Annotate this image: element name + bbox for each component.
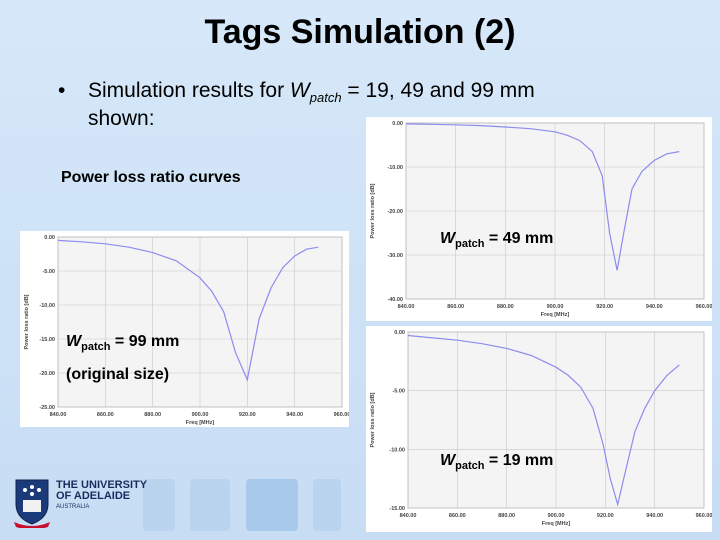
x-tick-label: 880.00 bbox=[144, 412, 161, 418]
university-crest-icon bbox=[14, 479, 50, 528]
footer-tile bbox=[143, 479, 175, 531]
x-tick-label: 920.00 bbox=[239, 412, 256, 418]
label-w99-note: (original size) bbox=[66, 366, 170, 383]
university-name: THE UNIVERSITY OF ADELAIDE AUSTRALIA bbox=[56, 480, 147, 513]
y-tick-label: -20.00 bbox=[39, 371, 55, 377]
university-name-line1: THE UNIVERSITY bbox=[56, 479, 148, 491]
bullet-text-before: Simulation results for bbox=[88, 79, 290, 102]
series-line bbox=[405, 123, 680, 271]
y-axis-label: Power loss ratio [dB] bbox=[370, 392, 376, 447]
chart-w99: 840.00 860.00 880.00 900.00 920.00 940.00 960.… bbox=[20, 231, 349, 427]
university-name-line2: OF ADELAIDE bbox=[56, 490, 131, 502]
y-tick-label: 0.00 bbox=[394, 330, 405, 336]
x-tick-label: 880.00 bbox=[498, 513, 515, 519]
chart-w49-svg: 840.00 860.00 880.00 900.00 920.00 940.00 960.… bbox=[370, 121, 712, 318]
label-w19-value: = 19 mm bbox=[484, 452, 554, 469]
footer-tile bbox=[313, 479, 341, 531]
y-axis-label: Power loss ratio [dB] bbox=[24, 294, 30, 349]
x-tick-label: 880.00 bbox=[497, 304, 514, 310]
bullet-variable-subscript: patch bbox=[309, 90, 342, 105]
y-tick-label: -5.00 bbox=[42, 269, 55, 275]
x-tick-label: 840.00 bbox=[50, 412, 67, 418]
x-axis-label: Freq [MHz] bbox=[542, 521, 571, 527]
y-tick-label: -5.00 bbox=[392, 389, 405, 395]
slide-title: Tags Simulation (2) bbox=[204, 13, 516, 51]
y-tick-label: -10.00 bbox=[387, 165, 403, 171]
bullet-symbol: • bbox=[58, 79, 66, 102]
y-tick-label: 0.00 bbox=[44, 235, 55, 241]
y-tick-label: -15.00 bbox=[389, 506, 405, 512]
x-tick-label: 940.00 bbox=[646, 304, 663, 310]
y-tick-label: -40.00 bbox=[387, 297, 403, 303]
x-tick-label: 920.00 bbox=[596, 304, 613, 310]
bullet-variable: W bbox=[289, 79, 310, 102]
label-w19: Wpatch = 19 mm bbox=[440, 451, 553, 476]
x-tick-label: 960.00 bbox=[696, 304, 712, 310]
series-line bbox=[57, 239, 319, 382]
label-w49: Wpatch = 49 mm bbox=[440, 229, 553, 254]
x-axis-label: Freq [MHz] bbox=[541, 312, 570, 318]
x-tick-label: 960.00 bbox=[696, 513, 712, 519]
x-tick-label: 960.00 bbox=[334, 412, 349, 418]
bullet-text-line2: shown: bbox=[88, 107, 155, 130]
bullet-text-after: = 19, 49 and 99 mm bbox=[341, 79, 535, 102]
chart-w99-svg: 840.00 860.00 880.00 900.00 920.00 940.00 960.… bbox=[24, 235, 349, 426]
label-w99-var: W bbox=[66, 333, 82, 350]
label-w99-sub: patch bbox=[81, 341, 111, 353]
x-tick-label: 860.00 bbox=[449, 513, 466, 519]
label-w19-sub: patch bbox=[455, 460, 485, 472]
footer-tile bbox=[246, 479, 298, 531]
x-tick-label: 920.00 bbox=[597, 513, 614, 519]
x-tick-label: 860.00 bbox=[447, 304, 464, 310]
label-w49-var: W bbox=[440, 230, 456, 247]
label-w99: Wpatch = 99 mm bbox=[66, 332, 179, 357]
y-tick-label: -15.00 bbox=[39, 337, 55, 343]
x-tick-label: 840.00 bbox=[398, 304, 415, 310]
footer-tile bbox=[190, 479, 230, 531]
y-tick-label: -30.00 bbox=[387, 253, 403, 259]
chart-w19: 840.00 860.00 880.00 900.00 920.00 940.00 960.… bbox=[366, 326, 712, 532]
university-name-line3: AUSTRALIA bbox=[56, 504, 90, 510]
series-line bbox=[407, 334, 680, 507]
y-tick-label: -10.00 bbox=[389, 447, 405, 453]
x-tick-label: 900.00 bbox=[547, 304, 564, 310]
chart-w49: 840.00 860.00 880.00 900.00 920.00 940.00 960.… bbox=[366, 117, 712, 321]
y-tick-label: -10.00 bbox=[39, 303, 55, 309]
y-tick-label: 0.00 bbox=[392, 121, 403, 127]
label-w99-value: = 99 mm bbox=[110, 333, 180, 350]
x-tick-label: 860.00 bbox=[97, 412, 114, 418]
x-axis-label: Freq [MHz] bbox=[186, 420, 215, 426]
label-w19-var: W bbox=[440, 452, 456, 469]
y-tick-label: -25.00 bbox=[39, 405, 55, 411]
x-tick-label: 840.00 bbox=[400, 513, 417, 519]
y-axis-label: Power loss ratio [dB] bbox=[370, 183, 376, 238]
chart-w19-svg: 840.00 860.00 880.00 900.00 920.00 940.00 960.… bbox=[370, 330, 712, 527]
x-tick-label: 940.00 bbox=[286, 412, 303, 418]
bullet-text: Simulation results for Wpatch = 19, 49 a… bbox=[88, 77, 648, 112]
label-w49-sub: patch bbox=[455, 238, 485, 250]
x-tick-label: 900.00 bbox=[548, 513, 565, 519]
label-w49-value: = 49 mm bbox=[484, 230, 554, 247]
x-tick-label: 900.00 bbox=[192, 412, 209, 418]
y-tick-label: -20.00 bbox=[387, 209, 403, 215]
x-tick-label: 940.00 bbox=[646, 513, 663, 519]
section-label: Power loss ratio curves bbox=[61, 169, 241, 186]
